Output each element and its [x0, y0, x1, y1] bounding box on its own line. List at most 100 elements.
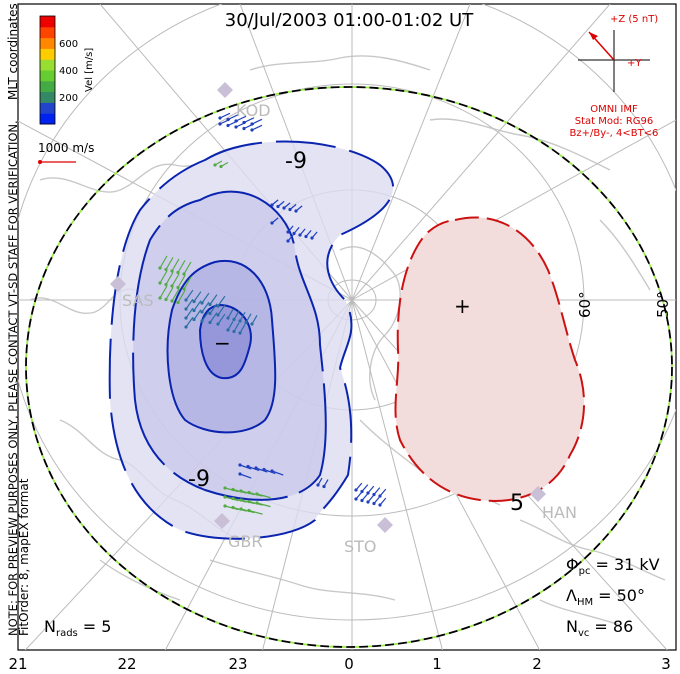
velocity-vector [209, 303, 218, 314]
velocity-vector [209, 312, 218, 323]
colorbar-frame [39, 15, 56, 125]
velocity-vector [251, 315, 258, 325]
svg-text:Bz+/By-, 4<BT<6: Bz+/By-, 4<BT<6 [570, 128, 659, 139]
colorbar-tick-600: 600 [59, 39, 78, 50]
vector-origin [208, 320, 212, 325]
contour-label-pos-center: + [454, 294, 471, 318]
svg-text:Nrads= 5: Nrads = 5 [44, 617, 111, 639]
mlt-tick: 22 [117, 655, 136, 673]
plot-frame [17, 3, 677, 651]
vector-origin [184, 307, 188, 311]
colorbar-segment [40, 16, 55, 28]
velocity-vector [219, 118, 231, 125]
velocity-vector [185, 298, 194, 310]
vector-origin [360, 498, 364, 503]
vector-origin [378, 503, 382, 507]
velocity-vector [159, 270, 168, 284]
colorbar-label: Vel [m/s] [84, 48, 95, 92]
vector-origin [255, 501, 259, 505]
vector-origin [208, 311, 212, 316]
vector-origin [164, 282, 168, 287]
vector-origin [270, 221, 274, 225]
vector-origin [232, 317, 236, 322]
station-gbr: GBR [214, 513, 263, 551]
vector-origin [310, 236, 314, 240]
svg-text:1000 m/s: 1000 m/s [38, 141, 94, 155]
velocity-vector [165, 287, 174, 300]
vector-origin [238, 319, 242, 323]
vector-origin [247, 499, 251, 504]
svg-text:KOD: KOD [236, 101, 271, 120]
velocity-vectors [158, 112, 387, 515]
vector-origin [288, 207, 292, 212]
vector-origin [239, 489, 243, 493]
mlt-tick: 0 [344, 655, 354, 673]
contour-label-neg-bottom: -9 [188, 467, 210, 492]
vector-origin [158, 266, 162, 270]
vector-origin [223, 486, 227, 490]
svg-text:+Z (5 nT): +Z (5 nT) [610, 14, 658, 25]
velocity-vector [193, 291, 202, 302]
velocity-vector [177, 260, 186, 273]
velocity-vector [227, 114, 239, 121]
mlt-tick: 21 [8, 655, 27, 673]
vector-origin [170, 299, 174, 303]
velocity-vector [159, 285, 168, 299]
vector-origin [238, 472, 242, 476]
velocity-vector [219, 112, 231, 119]
velocity-vector [239, 464, 252, 470]
velocity-vector [271, 470, 284, 476]
vector-origin [366, 500, 370, 504]
velocity-vector [185, 307, 194, 319]
positive-contour [394, 216, 585, 502]
vector-origin [298, 233, 302, 237]
colorbar-segment [40, 37, 55, 49]
vector-origin [286, 230, 290, 234]
station-markers: KOD SAS GBR STO HAN [110, 82, 577, 556]
stats-phi-pc: Φpc = 31 kV [566, 555, 660, 577]
svg-text:GBR: GBR [228, 532, 263, 551]
hm-boundary-green [25, 86, 673, 648]
vector-origin [170, 269, 174, 273]
vector-origin [270, 469, 274, 473]
colorbar-tick-400: 400 [59, 66, 78, 77]
vector-origin [226, 328, 230, 332]
vector-origin [286, 239, 290, 243]
mlt-tick: 3 [661, 655, 671, 673]
vector-origin [255, 492, 259, 496]
vector-origin [316, 483, 320, 487]
contour-label-neg-top: -9 [285, 149, 307, 174]
vector-origin [372, 501, 376, 506]
velocity-vector [177, 275, 186, 288]
colorbar-tick-200: 200 [59, 93, 78, 104]
svg-text:Nvc= 86: Nvc = 86 [566, 617, 633, 639]
vector-origin [200, 319, 204, 323]
vector-origin [200, 301, 204, 305]
velocity-vector [243, 117, 255, 124]
svg-text:HAN: HAN [542, 503, 577, 522]
vector-origin [231, 487, 235, 492]
velocity-vector [201, 301, 210, 313]
svg-text:Φpc= 31 kV: Φpc = 31 kV [566, 555, 660, 577]
svg-text:STO: STO [344, 537, 377, 556]
velocity-vector [165, 272, 174, 285]
vector-origin [238, 331, 242, 335]
station-han: HAN [530, 486, 577, 522]
velocity-vector [171, 273, 180, 287]
vector-origin [232, 329, 236, 334]
vector-origin [223, 504, 227, 508]
velocity-vector [239, 324, 246, 334]
vector-origin [247, 490, 251, 495]
velocity-vector [185, 289, 194, 301]
stats-nvc: Nvc = 86 [566, 617, 633, 639]
vector-origin [254, 466, 258, 470]
vector-origin [176, 270, 180, 275]
velocity-vector [235, 121, 247, 128]
vector-origin [192, 317, 196, 322]
imf-clock: +Z (5 nT) +Y OMNI IMF Stat Mod: RG96 Bz+… [570, 14, 659, 139]
velocity-vector [183, 261, 192, 275]
velocity-vector [227, 120, 239, 127]
velocity-vector [233, 310, 240, 320]
colorbar-segment [40, 70, 55, 82]
